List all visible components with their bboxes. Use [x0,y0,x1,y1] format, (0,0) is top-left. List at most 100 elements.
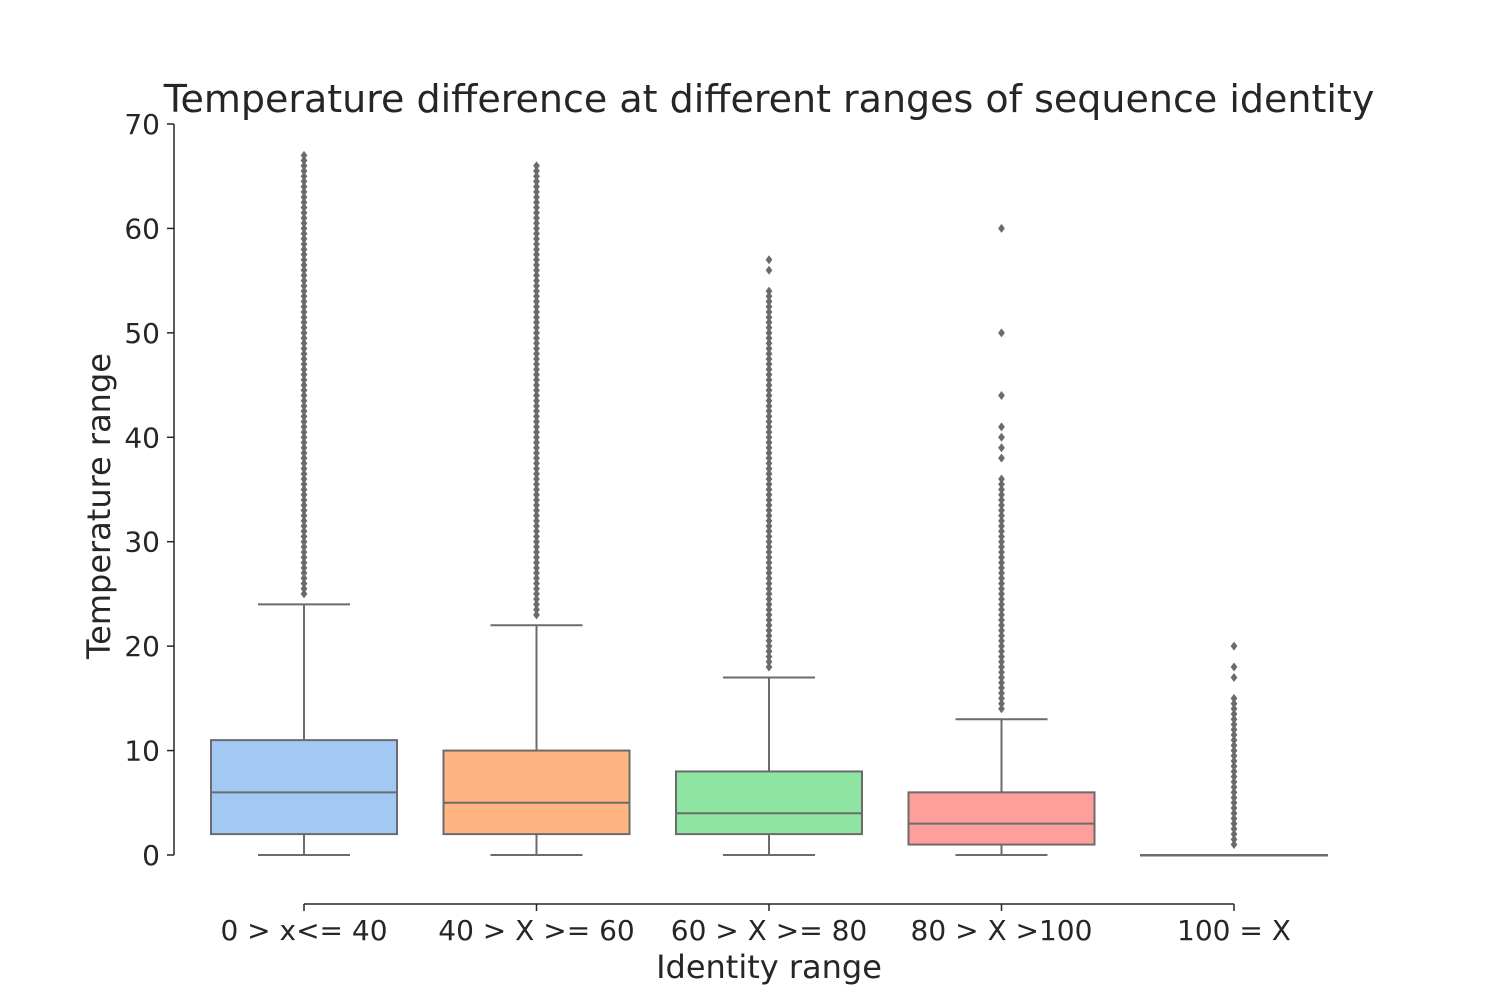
outlier-point [765,531,773,541]
outlier-point [765,458,773,468]
outlier-point [765,375,773,385]
outlier-point [533,568,540,578]
outlier-point [765,495,773,505]
outlier-point [533,490,540,500]
outlier-point [533,208,540,218]
outlier-point [998,505,1005,515]
outlier-point [765,385,773,395]
outlier-point [1230,719,1238,729]
outlier-point [765,500,773,510]
outlier-point [300,344,308,354]
outlier-point [300,427,308,437]
outlier-point [765,312,773,322]
outlier-point [300,317,308,327]
outlier-point [300,223,308,233]
outlier-point [533,192,540,202]
outlier-point [1230,777,1238,787]
outlier-point [998,422,1005,432]
box-group [1140,641,1328,857]
outlier-point [300,250,308,260]
outlier-point [765,411,773,421]
outlier-point [533,187,540,197]
outlier-point [533,594,540,604]
outlier-point [998,391,1005,401]
y-ticks: 0 10 20 30 40 50 60 70 [124,108,174,872]
outlier-point [998,563,1005,573]
outlier-point [765,391,773,401]
outlier-point [998,542,1005,552]
outlier-point [1230,699,1238,709]
outlier-point [998,625,1005,635]
outlier-point [300,370,308,380]
outlier-point [998,328,1005,338]
outlier-point [1230,798,1238,808]
outlier-point [300,375,308,385]
outlier-point [300,516,308,526]
outlier-point [998,485,1005,494]
outlier-point [765,417,773,427]
outlier-point [300,432,308,442]
outlier-point [300,500,308,510]
outlier-point [533,229,540,239]
outlier-point [998,704,1005,714]
outlier-point [765,286,773,296]
outlier-point [300,464,308,474]
outlier-point [300,354,308,364]
outlier-point [300,176,308,186]
outlier-point [998,526,1005,536]
outlier-point [998,223,1005,233]
outlier-point [765,448,773,458]
outlier-point [533,422,540,432]
outlier-point [998,443,1005,453]
outlier-point [300,584,308,594]
outlier-point [300,521,308,531]
outlier-point [533,166,540,176]
outlier-point [765,344,773,354]
outlier-point [533,182,540,192]
outlier-point [300,578,308,588]
outlier-point [765,307,773,317]
outlier-point [765,589,773,599]
outlier-point [998,594,1005,604]
outlier-point [300,573,308,583]
outlier-point [765,505,773,515]
outlier-point [533,485,540,494]
outlier-point [300,229,308,239]
outlier-point [533,344,540,354]
outlier-point [300,338,308,348]
outlier-point [533,312,540,322]
outlier-point [300,479,308,489]
outlier-point [533,401,540,411]
outlier-point [998,699,1005,709]
outlier-point [533,385,540,395]
outlier-point [533,558,540,568]
boxes [210,150,1328,857]
outlier-point [1230,761,1238,771]
outlier-point [300,411,308,421]
outlier-point [300,260,308,270]
outlier-point [533,223,540,233]
outlier-point [765,625,773,635]
outlier-point [998,568,1005,578]
outlier-point [765,646,773,656]
outlier-point [300,203,308,213]
outlier-point [533,281,540,291]
outlier-point [300,552,308,562]
outlier-point [533,516,540,526]
outlier-point [998,589,1005,599]
outlier-point [300,286,308,296]
y-tick-label: 0 [142,839,160,872]
outlier-point [998,584,1005,594]
box-group [210,150,398,856]
outlier-point [300,291,308,301]
outlier-point [533,338,540,348]
outlier-point [300,244,308,254]
outlier-point [765,401,773,411]
outlier-point [300,589,308,599]
outlier-point [533,250,540,260]
outlier-point [300,150,308,160]
outlier-point [300,531,308,541]
outlier-point [998,479,1005,489]
box-group [442,161,631,856]
outlier-point [300,166,308,176]
